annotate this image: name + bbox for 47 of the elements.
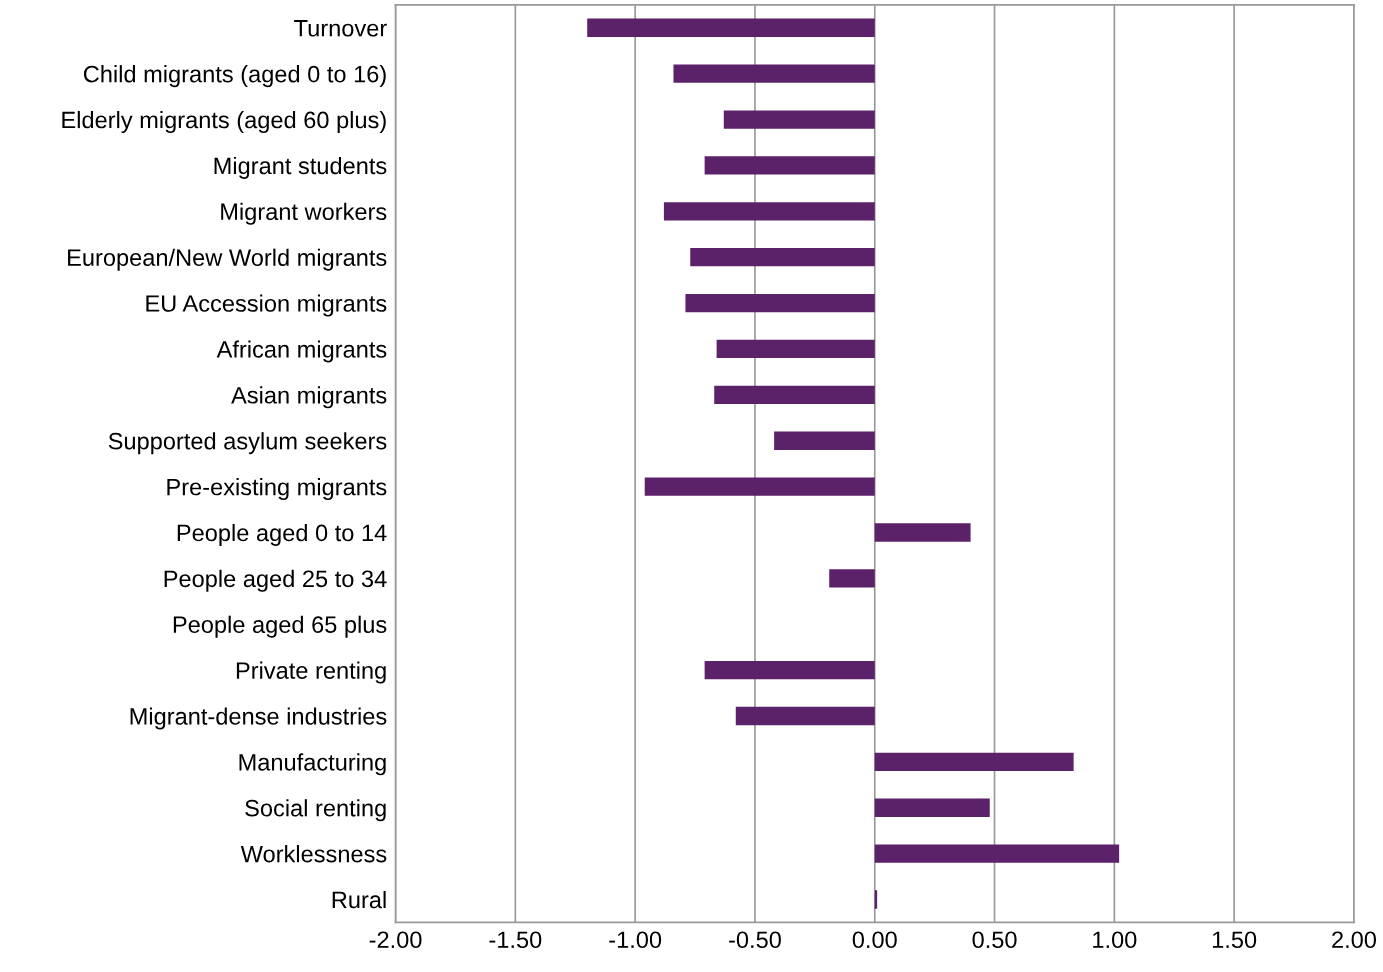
y-tick-label: Pre-existing migrants [167, 478, 387, 501]
bar [874, 523, 971, 542]
y-tick-label: Asian migrants [231, 386, 387, 409]
y-tick-label: Supported asylum seekers [108, 432, 387, 455]
bar [704, 660, 875, 680]
y-tick-label: Worklessness [240, 845, 387, 863]
y-tick-label: People aged 0 to 14 [177, 523, 387, 546]
y-tick-label: People aged 25 to 34 [164, 569, 387, 592]
x-tick-label: 0.00 [852, 931, 897, 949]
x-tick-label: -2.00 [369, 931, 422, 949]
y-tick-label: Migrant workers [221, 202, 387, 225]
y-tick-label: European/New World migrants [68, 248, 387, 271]
bar [874, 798, 990, 817]
bar [735, 706, 875, 726]
y-tick-label: Migrant students [214, 156, 387, 179]
bar [714, 385, 875, 404]
y-tick-label: EU Accession migrants [146, 294, 387, 317]
bar [663, 202, 875, 221]
y-tick-label: Child migrants (aged 0 to 16) [83, 65, 386, 88]
bar [587, 18, 875, 37]
x-tick-label: 2.00 [1332, 931, 1377, 949]
y-tick-label: African migrants [216, 340, 387, 363]
x-tick-label: 1.50 [1212, 931, 1257, 949]
y-tick-label: People aged 65 plus [173, 615, 387, 638]
y-tick-label: Migrant-dense industries [130, 707, 387, 730]
bar [723, 110, 875, 129]
y-tick-label: Turnover [294, 20, 387, 37]
bar [874, 752, 1074, 772]
y-tick-label: Elderly migrants (aged 60 plus) [62, 111, 386, 134]
bar [716, 339, 875, 359]
bar [673, 64, 875, 83]
x-tick-label: -0.50 [729, 931, 781, 949]
x-tick-label: 1.00 [1093, 931, 1137, 949]
y-tick-label: Private renting [236, 661, 386, 684]
bar [685, 293, 875, 313]
bar [829, 569, 875, 588]
bar [874, 844, 1120, 863]
x-tick-label: -1.50 [489, 931, 542, 949]
bar [644, 477, 875, 496]
bar [774, 431, 875, 450]
x-tick-label: -1.00 [609, 931, 662, 949]
bar [690, 248, 875, 267]
y-tick-label: Rural [332, 890, 386, 909]
y-tick-label: Manufacturing [239, 753, 386, 776]
x-tick-label: 0.50 [972, 931, 1017, 949]
bar [704, 156, 875, 175]
y-tick-label: Social renting [245, 799, 386, 822]
